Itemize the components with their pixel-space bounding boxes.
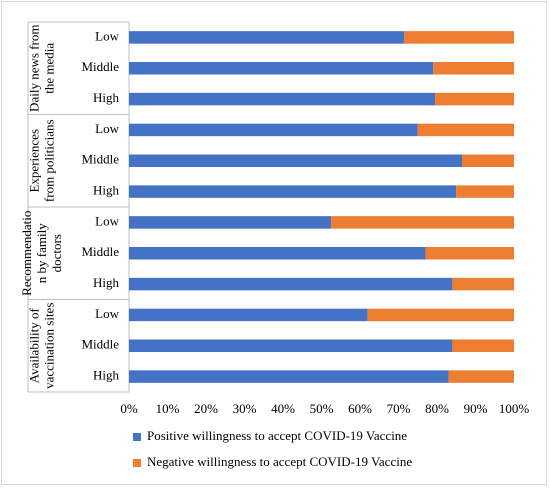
category-label: Low (95, 306, 119, 321)
negative-bar (456, 185, 514, 198)
category-label: High (93, 183, 120, 198)
category-label: Middle (81, 244, 119, 259)
negative-bar (435, 92, 514, 106)
x-tick-label: 90% (464, 401, 488, 416)
category-label: High (93, 368, 120, 383)
legend-label: Negative willingness to accept COVID-19 … (147, 454, 412, 469)
group-label: the media (41, 43, 56, 94)
x-tick-label: 70% (387, 401, 411, 416)
x-tick-label: 100% (499, 401, 530, 416)
x-tick-label: 30% (233, 401, 257, 416)
category-label: Low (95, 121, 119, 136)
negative-legend-swatch (133, 459, 141, 467)
positive-bar (129, 216, 332, 229)
positive-bar (129, 62, 434, 75)
x-tick-label: 10% (156, 401, 180, 416)
category-label: High (93, 275, 120, 290)
category-label: Low (95, 28, 119, 43)
negative-bar (462, 154, 514, 167)
category-label: High (93, 90, 120, 105)
category-label: Low (95, 213, 119, 228)
positive-bar (129, 370, 449, 383)
x-tick-label: 50% (310, 401, 334, 416)
x-tick-label: 80% (425, 401, 449, 416)
positive-legend-swatch (133, 433, 141, 441)
x-tick-label: 60% (348, 401, 372, 416)
positive-bar (129, 92, 436, 106)
positive-bar (129, 31, 405, 44)
negative-bar (448, 370, 514, 383)
negative-bar (452, 339, 514, 352)
group-label: Recommendatio (19, 211, 34, 296)
positive-bar (129, 308, 368, 322)
negative-bar (331, 216, 514, 229)
group-label: doctors (49, 234, 64, 272)
category-label: Middle (81, 152, 119, 167)
negative-bar (433, 62, 514, 75)
category-label: Middle (81, 337, 119, 352)
positive-bar (129, 123, 418, 137)
positive-bar (129, 339, 453, 352)
negative-bar (367, 308, 514, 322)
negative-bar (425, 247, 514, 260)
x-tick-label: 40% (271, 401, 295, 416)
x-tick-label: 20% (194, 401, 218, 416)
x-tick-label: 0% (120, 401, 138, 416)
positive-bar (129, 247, 426, 260)
legend-label: Positive willingness to accept COVID-19 … (147, 428, 407, 443)
group-label: n by family (34, 223, 49, 283)
positive-bar (129, 277, 453, 291)
negative-bar (404, 31, 514, 44)
negative-bar (452, 277, 514, 291)
negative-bar (417, 123, 514, 137)
group-label: Daily news from (26, 25, 41, 112)
positive-bar (129, 154, 463, 167)
positive-bar (129, 185, 457, 198)
group-label: vaccination sites (41, 303, 56, 389)
group-label: from politicians (41, 119, 56, 202)
group-label: Availability of (26, 307, 41, 383)
category-label: Middle (81, 59, 119, 74)
group-label: Experiences (26, 129, 41, 193)
